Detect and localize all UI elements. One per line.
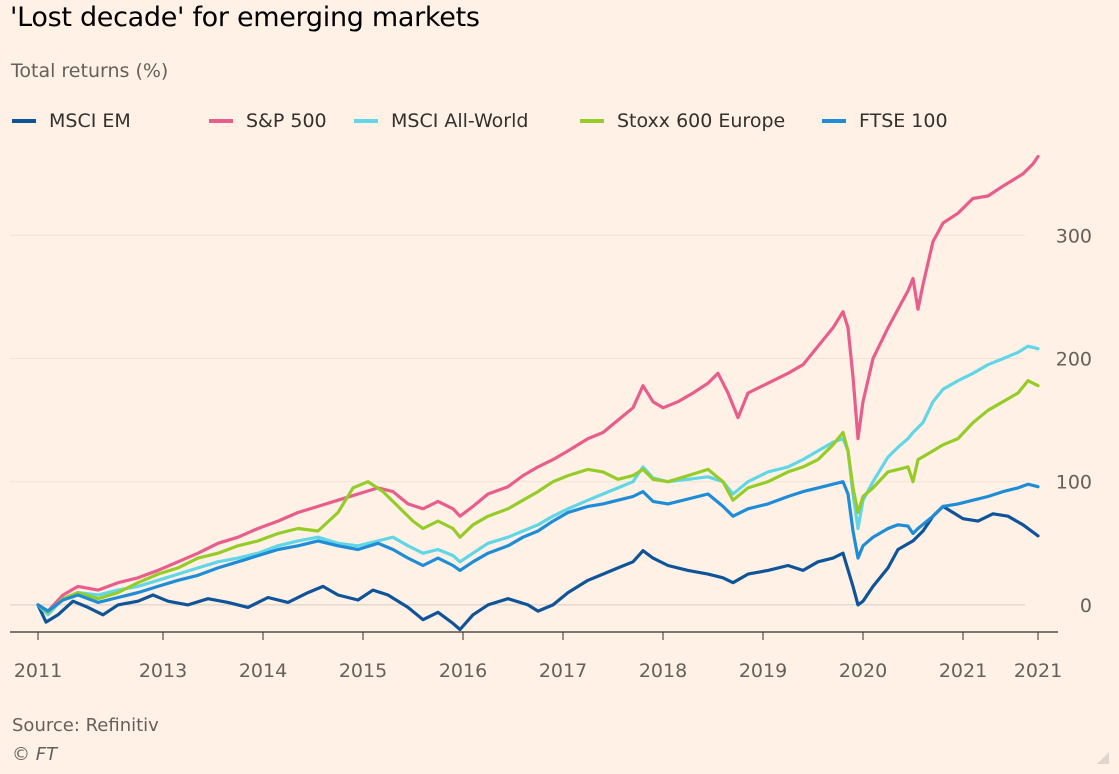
- legend-swatch-msci-em: [12, 119, 36, 123]
- series-line-s-p-500: [36, 154, 1040, 613]
- x-tick-label-2: 2014: [239, 660, 287, 682]
- chart-title: 'Lost decade' for emerging markets: [10, 2, 480, 33]
- legend-label-s-p-500: S&P 500: [246, 110, 327, 132]
- series-line-ftse-100: [36, 480, 1040, 613]
- x-tick-label-9: 2021: [939, 660, 987, 682]
- chart-legend: MSCI EM S&P 500 MSCI All-World Stoxx 600 Eu…: [12, 110, 1012, 136]
- legend-item-s-p-500: S&P 500: [209, 110, 327, 132]
- x-tick-label-3: 2015: [339, 660, 387, 682]
- x-tick-label-4: 2016: [439, 660, 487, 682]
- copyright-note: © FT: [12, 744, 58, 765]
- x-tick-label-5: 2017: [539, 660, 587, 682]
- y-tick-label-200: 200: [1056, 349, 1092, 371]
- legend-item-stoxx-600-europe: Stoxx 600 Europe: [580, 110, 785, 132]
- legend-swatch-stoxx-600-europe: [580, 119, 604, 123]
- source-note: Source: Refinitiv: [12, 715, 159, 736]
- legend-item-msci-em: MSCI EM: [12, 110, 131, 132]
- y-tick-label-0: 0: [1080, 595, 1092, 617]
- legend-swatch-s-p-500: [209, 119, 233, 123]
- y-tick-label-100: 100: [1056, 472, 1092, 494]
- series-line-stoxx-600-europe: [36, 379, 1040, 614]
- legend-item-ftse-100: FTSE 100: [822, 110, 948, 132]
- x-tick-label-8: 2020: [839, 660, 887, 682]
- legend-label-ftse-100: FTSE 100: [859, 110, 948, 132]
- legend-label-msci-em: MSCI EM: [49, 110, 131, 132]
- legend-swatch-ftse-100: [822, 119, 846, 123]
- legend-label-msci-all-world: MSCI All-World: [391, 110, 529, 132]
- x-tick-label-6: 2018: [639, 660, 687, 682]
- chart-subtitle: Total returns (%): [11, 60, 169, 82]
- x-tick-label-1: 2013: [139, 660, 187, 682]
- x-tick-label-7: 2019: [739, 660, 787, 682]
- y-tick-label-300: 300: [1056, 225, 1092, 247]
- x-tick-label-0: 2011: [14, 660, 62, 682]
- resize-grip-icon[interactable]: [1097, 752, 1109, 764]
- series-line-msci-all-world: [36, 344, 1040, 617]
- x-tick-label-10: 2021: [1014, 660, 1062, 682]
- legend-label-stoxx-600-europe: Stoxx 600 Europe: [617, 110, 786, 132]
- series-line-msci-em: [36, 504, 1040, 632]
- legend-item-msci-all-world: MSCI All-World: [354, 110, 528, 132]
- legend-swatch-msci-all-world: [354, 119, 378, 123]
